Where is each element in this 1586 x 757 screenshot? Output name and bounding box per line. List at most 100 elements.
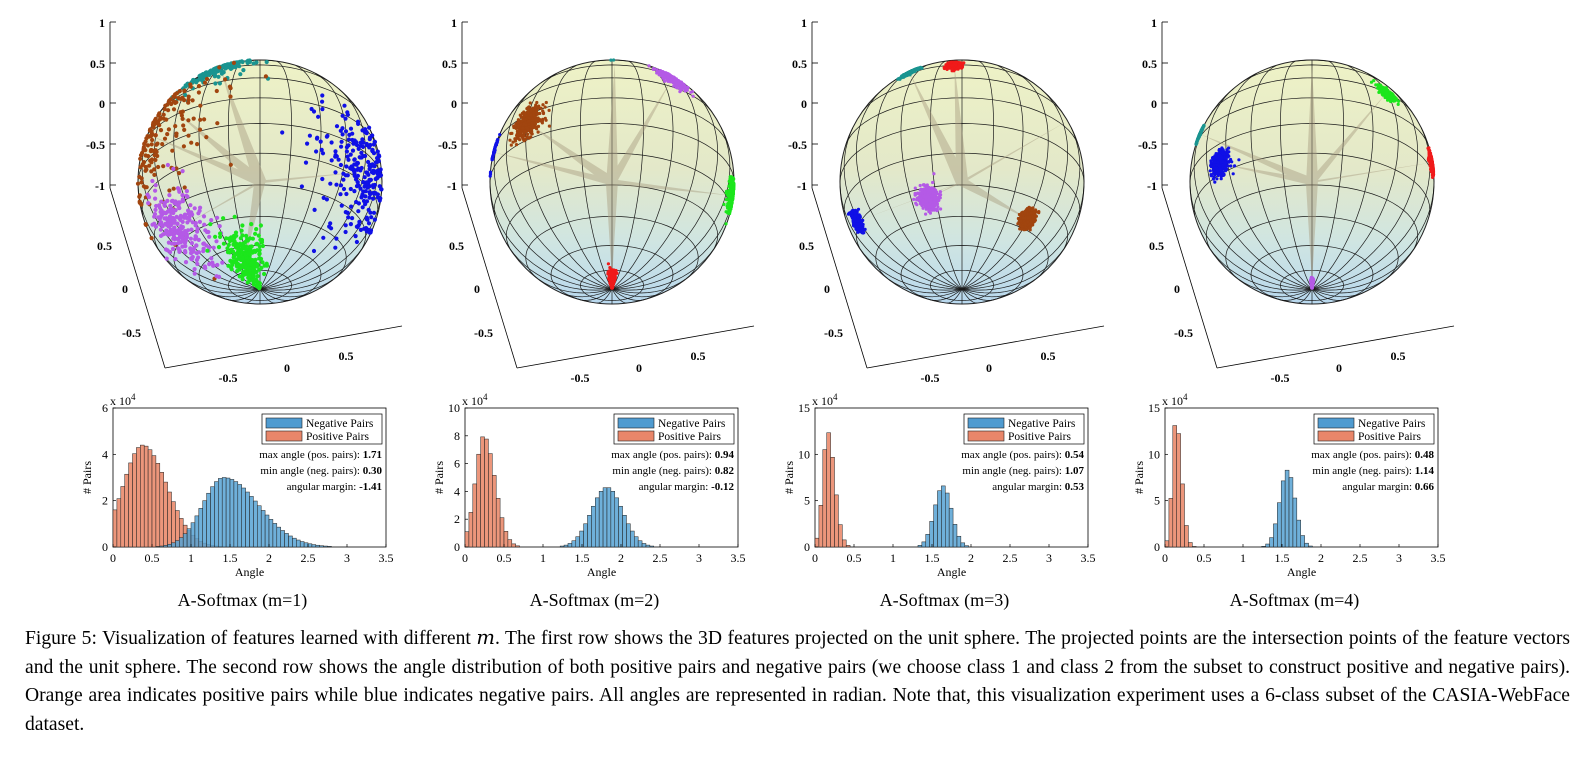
- histogram-bar: [260, 510, 266, 548]
- feature-point: [179, 235, 184, 240]
- histogram-bar: [112, 509, 118, 548]
- feature-point: [536, 124, 541, 128]
- feature-point: [356, 121, 361, 126]
- feature-point: [522, 139, 526, 143]
- cluster-red: [606, 262, 619, 290]
- feature-point: [243, 264, 248, 269]
- feature-point: [209, 218, 214, 223]
- cluster-green: [205, 214, 270, 291]
- feature-point: [357, 219, 362, 224]
- feature-point: [260, 260, 265, 265]
- feature-point: [488, 170, 493, 174]
- longitude-line: [186, 279, 261, 294]
- panel-2: 10.50-0.5-10.50-0.5-0.500.50 0.5 1 1.5 2 2.5 3…: [432, 16, 755, 611]
- feature-point: [240, 277, 245, 282]
- feature-point: [368, 192, 373, 197]
- feature-point: [140, 162, 145, 167]
- feature-point: [521, 126, 525, 130]
- feature-point: [328, 221, 333, 226]
- feature-point: [355, 173, 360, 178]
- feature-point: [925, 186, 929, 190]
- feature-point: [372, 182, 377, 188]
- y-tick-label: 6: [454, 457, 460, 471]
- feature-point: [528, 101, 532, 105]
- feature-point: [196, 211, 201, 216]
- feature-point: [518, 113, 522, 117]
- feature-point: [186, 133, 191, 138]
- histogram-bar: [511, 543, 516, 548]
- feature-point: [365, 170, 370, 175]
- feature-point: [496, 138, 500, 142]
- feature-point: [608, 266, 612, 270]
- feature-point: [141, 147, 146, 152]
- feature-point: [309, 106, 314, 112]
- feature-point: [534, 109, 538, 114]
- feature-point: [730, 179, 735, 183]
- feature-point: [153, 183, 158, 188]
- feature-point: [178, 110, 183, 115]
- histogram-bar: [641, 543, 647, 548]
- feature-point: [373, 176, 378, 182]
- feature-point: [375, 159, 380, 164]
- y-tick-label: 4: [102, 447, 108, 461]
- feature-point: [253, 249, 258, 254]
- feature-point: [343, 229, 348, 235]
- feature-point: [248, 244, 253, 249]
- feature-point: [153, 207, 158, 212]
- feature-point: [251, 277, 257, 282]
- y-tick-label: -0.5: [824, 326, 843, 340]
- feature-point: [367, 137, 372, 142]
- x-tick-label: 1.5: [575, 551, 590, 565]
- feature-point: [228, 162, 233, 167]
- feature-point: [913, 193, 917, 197]
- feature-point: [204, 135, 209, 140]
- stat-value: 0.94: [715, 449, 735, 461]
- histogram-bar: [218, 478, 223, 548]
- feature-point: [535, 127, 539, 131]
- y-scale-exponent: 4: [131, 392, 136, 402]
- feature-point: [358, 227, 363, 232]
- feature-point: [166, 232, 171, 237]
- feature-point: [171, 236, 176, 241]
- feature-point: [352, 138, 357, 143]
- feature-point: [153, 148, 158, 153]
- feature-point: [230, 262, 235, 267]
- feature-point: [523, 129, 528, 133]
- sphere-axes: 10.50-0.5-10.50-0.5-0.500.5: [438, 16, 755, 385]
- feature-point: [223, 66, 228, 71]
- histogram-bar: [488, 453, 493, 548]
- feature-point: [159, 199, 164, 204]
- feature-point: [349, 204, 354, 209]
- feature-point: [915, 67, 919, 71]
- feature-point: [933, 203, 937, 207]
- histogram-bar: [499, 517, 505, 548]
- feature-point: [536, 116, 540, 120]
- feature-point: [333, 245, 338, 250]
- feature-point: [211, 245, 216, 250]
- feature-point: [161, 164, 166, 169]
- z-tick-label: -1: [797, 179, 807, 193]
- feature-point: [216, 245, 222, 250]
- histogram-bar: [214, 481, 219, 548]
- y-tick-label: 10: [448, 401, 460, 415]
- panel-subcaption: A-Softmax (m=2): [530, 590, 660, 611]
- feature-fan: [494, 152, 618, 184]
- feature-point: [164, 216, 169, 221]
- z-tick-label: 0.5: [442, 57, 457, 71]
- stat-value: 0.30: [363, 465, 383, 477]
- histogram-bar: [257, 505, 262, 548]
- feature-point: [336, 157, 341, 162]
- feature-point: [153, 157, 158, 163]
- feature-point: [615, 271, 619, 275]
- z-tick-label: 0.5: [792, 57, 807, 71]
- feature-point: [189, 251, 194, 256]
- feature-point: [193, 223, 198, 228]
- feature-point: [345, 112, 350, 117]
- feature-point: [180, 95, 185, 100]
- feature-point: [225, 62, 230, 67]
- histogram-bar: [319, 545, 324, 548]
- feature-point: [244, 270, 249, 275]
- feature-point: [532, 111, 536, 115]
- feature-point: [205, 248, 210, 253]
- feature-point: [180, 219, 185, 224]
